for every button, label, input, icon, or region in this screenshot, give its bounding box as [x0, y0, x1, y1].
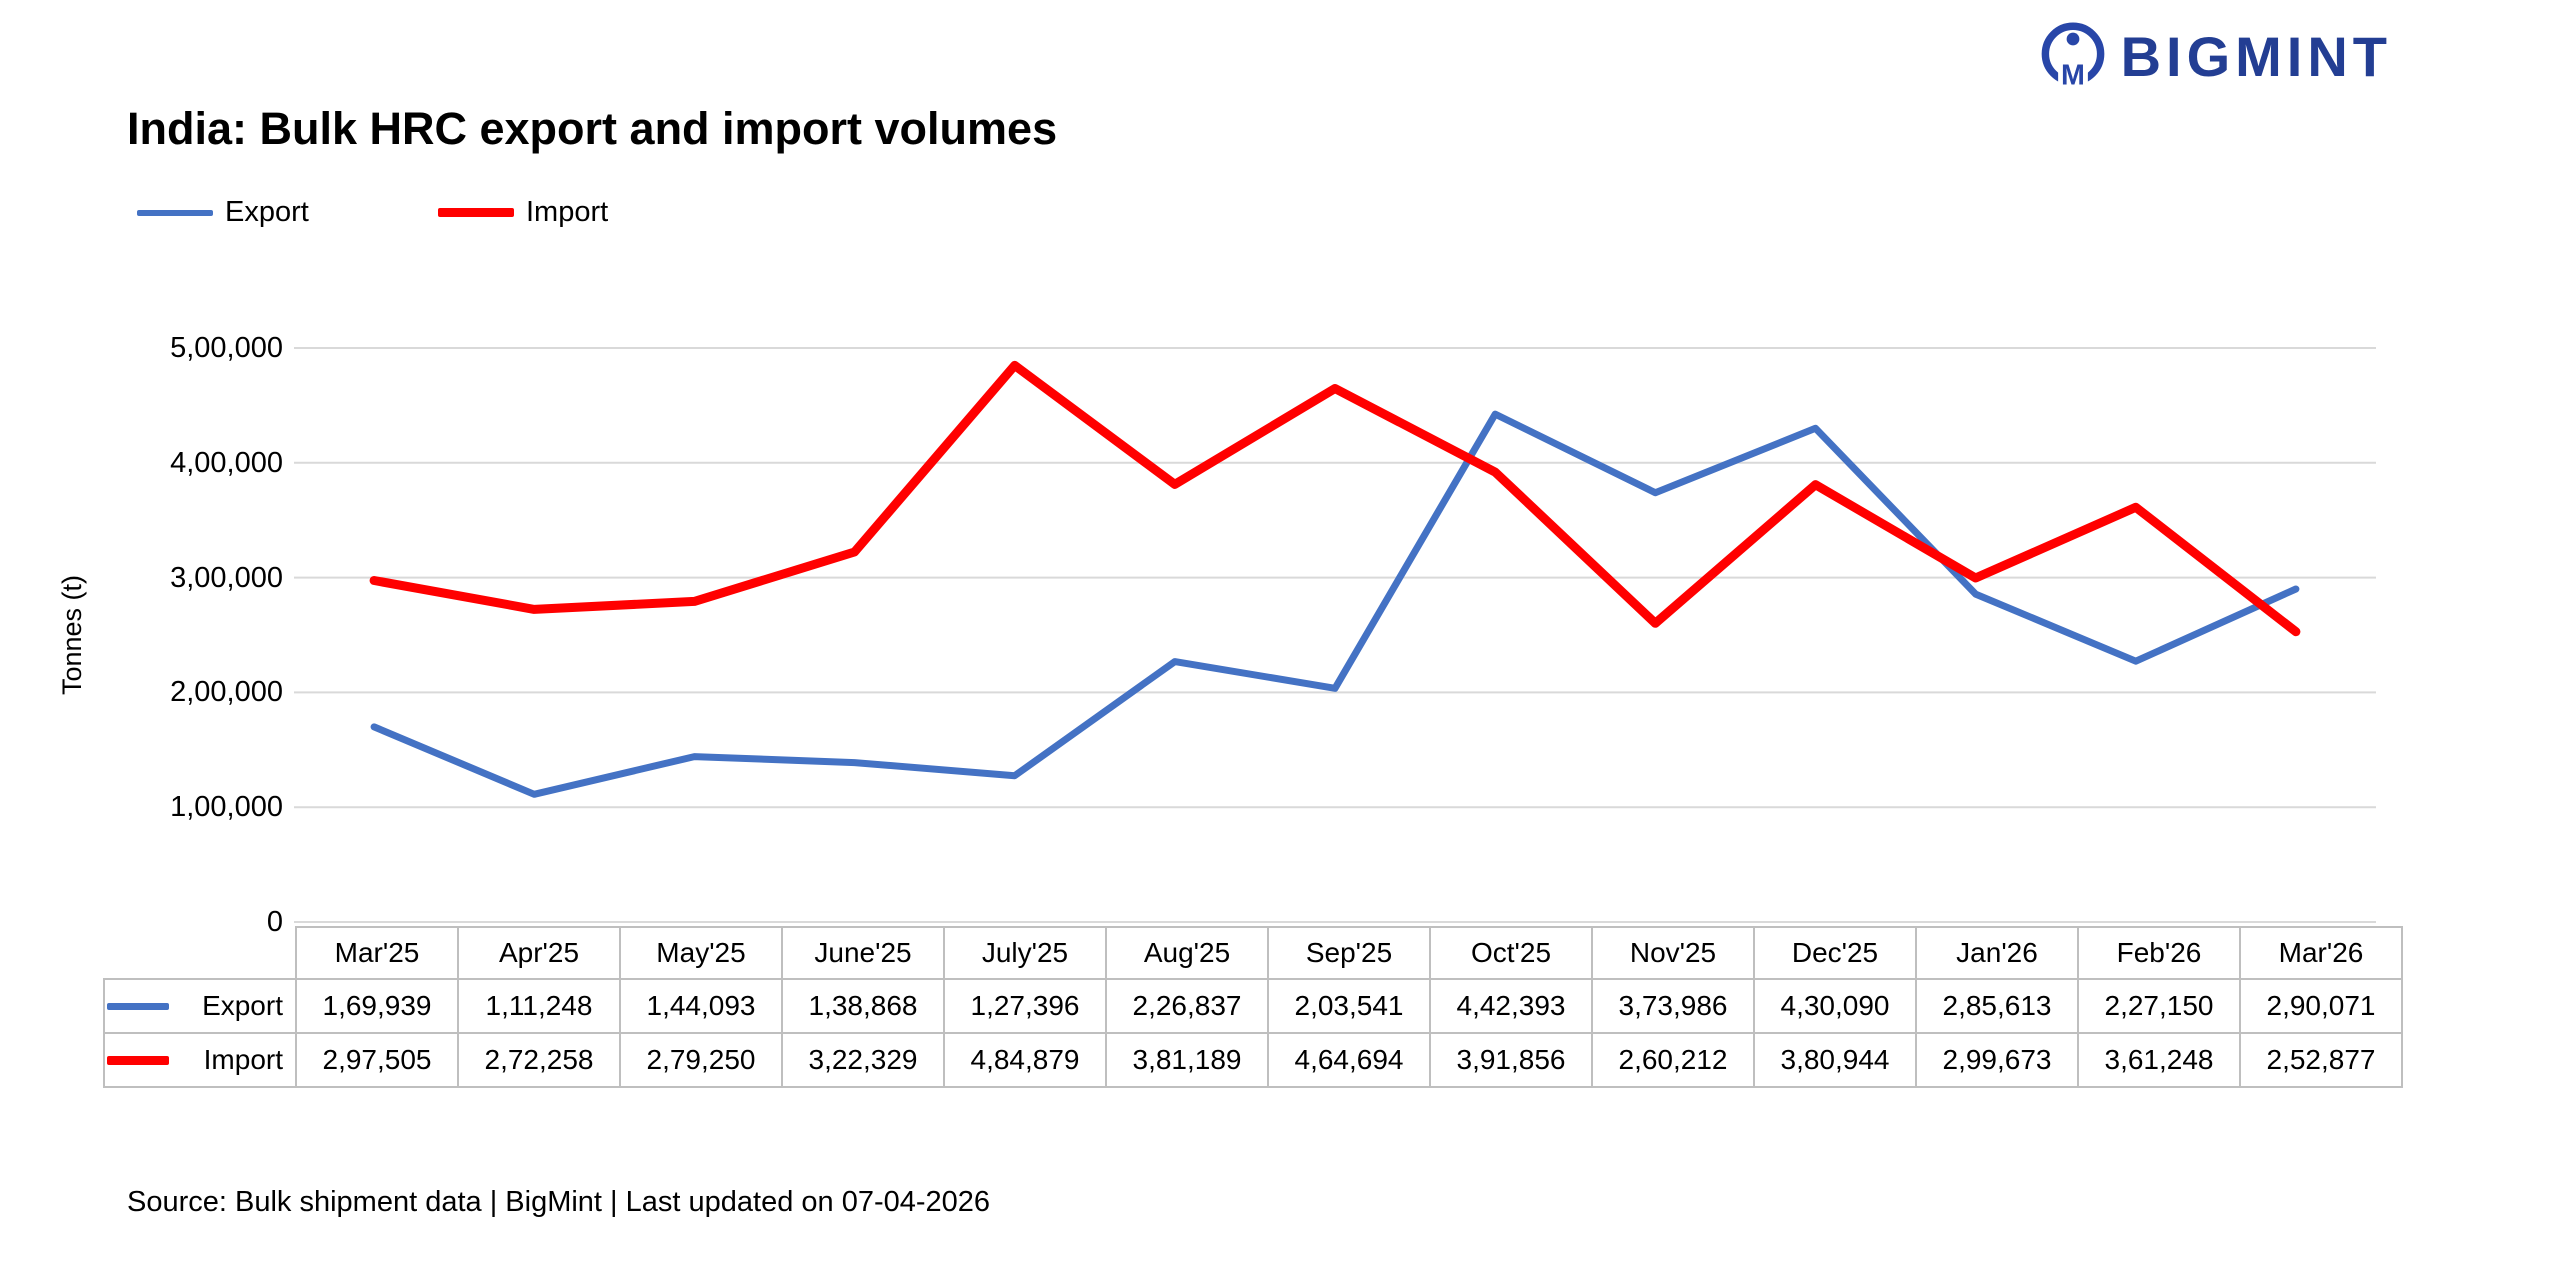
source-note: Source: Bulk shipment data | BigMint | L…: [127, 1186, 991, 1218]
table-row-export: Export 1,69,939 1,11,248 1,44,093 1,38,868 1,…: [103, 978, 2403, 1034]
series-line-export: [370, 410, 2300, 798]
table-value-cell: 1,11,248: [457, 978, 621, 1034]
table-value-cell: 1,27,396: [943, 978, 1107, 1034]
table-value-cell: 2,97,505: [295, 1032, 459, 1088]
table-value-cell: 2,27,150: [2077, 978, 2241, 1034]
table-value-cell: 2,60,212: [1591, 1032, 1755, 1088]
month-header-cell: Feb'26: [2077, 926, 2241, 980]
chart-title: India: Bulk HRC export and import volume…: [127, 103, 1058, 154]
table-value-cell: 1,44,093: [619, 978, 783, 1034]
series-name: Export: [202, 990, 283, 1021]
table-value-cell: 4,30,090: [1753, 978, 1917, 1034]
line-chart-plot-area: [294, 347, 2376, 923]
table-value-cell: 3,80,944: [1753, 1032, 1917, 1088]
month-header-cell: June'25: [781, 926, 945, 980]
y-tick-label: 1,00,000: [170, 791, 283, 824]
table-value-cell: 2,90,071: [2239, 978, 2403, 1034]
month-header-cell: Nov'25: [1591, 926, 1755, 980]
legend-item-import: Import: [438, 196, 608, 229]
svg-text:M: M: [2061, 60, 2085, 90]
table-value-cell: 4,84,879: [943, 1032, 1107, 1088]
month-header-cell: July'25: [943, 926, 1107, 980]
series-name: Import: [203, 1044, 283, 1075]
y-axis-tick-labels: 0 1,00,000 2,00,000 3,00,000 4,00,000 5,00,00…: [90, 332, 283, 938]
table-value-cell: 2,72,258: [457, 1032, 621, 1088]
month-header-cell: Aug'25: [1105, 926, 1269, 980]
month-header-cell: Dec'25: [1753, 926, 1917, 980]
legend-item-export: Export: [137, 196, 309, 229]
y-axis-title: Tonnes (t): [57, 574, 87, 696]
y-tick-label: 2,00,000: [170, 676, 283, 709]
table-value-cell: 2,52,877: [2239, 1032, 2403, 1088]
month-header-cell: Mar'26: [2239, 926, 2403, 980]
series-label-cell: Import: [103, 1032, 297, 1088]
month-header-cell: Mar'25: [295, 926, 459, 980]
table-row-import: Import 2,97,505 2,72,258 2,79,250 3,22,329 4,…: [103, 1032, 2403, 1088]
bigmint-logo: M BIGMINT: [2039, 22, 2392, 90]
import-legend-line-icon: [438, 208, 514, 217]
table-value-cell: 1,69,939: [295, 978, 459, 1034]
bigmint-logo-icon: M: [2041, 22, 2104, 90]
table-value-cell: 3,81,189: [1105, 1032, 1269, 1088]
table-value-cell: 2,26,837: [1105, 978, 1269, 1034]
import-row-line-icon: [107, 1055, 169, 1065]
y-tick-label: 4,00,000: [170, 446, 283, 479]
table-value-cell: 3,73,986: [1591, 978, 1755, 1034]
table-value-cell: 4,64,694: [1267, 1032, 1431, 1088]
export-legend-label: Export: [225, 196, 309, 228]
y-tick-label: 5,00,000: [170, 332, 283, 364]
month-header-cell: Apr'25: [457, 926, 621, 980]
table-corner-cell: [104, 927, 297, 980]
y-tick-label: 3,00,000: [170, 561, 283, 594]
month-header-cell: Jan'26: [1915, 926, 2079, 980]
data-table: Mar'25 Apr'25 May'25 June'25 July'25 Aug'25 Se…: [103, 926, 2403, 1088]
series-label-cell: Export: [103, 978, 297, 1034]
export-row-line-icon: [107, 1002, 169, 1010]
table-value-cell: 4,42,393: [1429, 978, 1593, 1034]
table-value-cell: 3,91,856: [1429, 1032, 1593, 1088]
table-value-cell: 2,99,673: [1915, 1032, 2079, 1088]
series-line-import: [369, 360, 2301, 637]
table-value-cell: 3,22,329: [781, 1032, 945, 1088]
table-value-cell: 2,79,250: [619, 1032, 783, 1088]
month-header-cell: May'25: [619, 926, 783, 980]
month-header-cell: Sep'25: [1267, 926, 1431, 980]
bigmint-logo-text: BIGMINT: [2120, 24, 2392, 88]
table-value-cell: 3,61,248: [2077, 1032, 2241, 1088]
table-value-cell: 2,85,613: [1915, 978, 2079, 1034]
table-value-cell: 2,03,541: [1267, 978, 1431, 1034]
export-legend-line-icon: [137, 209, 213, 216]
import-legend-label: Import: [526, 196, 609, 228]
table-value-cell: 1,38,868: [781, 978, 945, 1034]
month-header-cell: Oct'25: [1429, 926, 1593, 980]
